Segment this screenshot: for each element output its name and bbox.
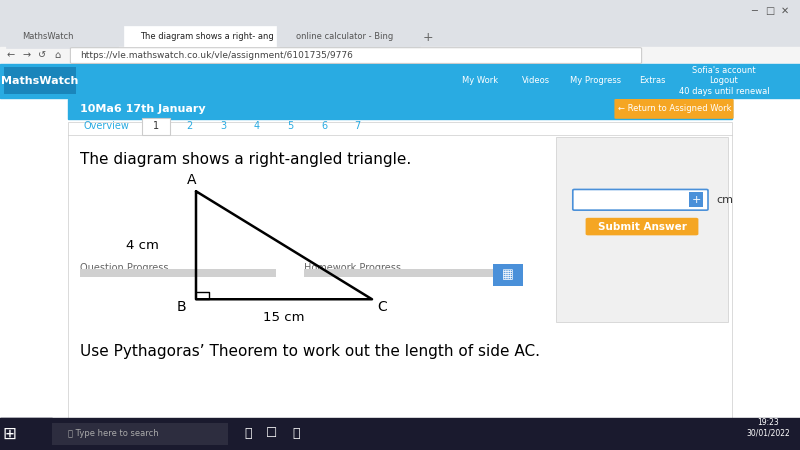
Text: Extras: Extras [638,76,666,86]
Text: 15 cm: 15 cm [263,311,305,324]
Bar [0,47,800,64]
Text: 7: 7 [354,122,361,131]
Text: ⌂: ⌂ [54,50,61,60]
FancyBboxPatch shape [586,218,698,235]
Text: B: B [177,300,186,315]
Text: The diagram shows a right-angled triangle.: The diagram shows a right-angled triangl… [80,152,411,167]
Text: cm: cm [717,195,734,205]
Text: Videos: Videos [522,76,550,86]
Text: Overview: Overview [84,122,130,131]
Bar [0,418,800,450]
Text: ─: ─ [751,6,758,16]
Text: ☐: ☐ [266,428,278,440]
Text: Homework Progress: Homework Progress [304,263,401,273]
Text: 🔍 Type here to search: 🔍 Type here to search [68,429,158,438]
Text: MathsWatch: MathsWatch [2,76,78,86]
Text: https://vle.mathswatch.co.uk/vle/assignment/6101735/9776: https://vle.mathswatch.co.uk/vle/assignm… [80,51,353,60]
Bar [0,64,800,98]
Bar [52,423,228,445]
Bar [80,269,276,277]
Text: 3: 3 [220,122,226,131]
Text: 10Ma6 17th January: 10Ma6 17th January [80,104,206,114]
Text: Sofia's account
Logout
40 days until renewal: Sofia's account Logout 40 days until ren… [678,66,770,96]
Text: ←: ← [6,50,14,60]
Bar [68,99,732,119]
Text: +: + [422,31,434,44]
Text: 4 cm: 4 cm [126,239,158,252]
Bar [124,26,276,48]
Text: 4: 4 [254,122,260,131]
Text: online calculator - Bing: online calculator - Bing [296,32,394,41]
Bar [6,26,118,48]
Text: □: □ [765,6,774,16]
Bar [556,137,728,322]
FancyBboxPatch shape [70,48,642,63]
Text: ← Return to Assigned Work: ← Return to Assigned Work [618,104,731,113]
Text: ▦: ▦ [502,269,514,281]
Bar [304,269,500,277]
Text: 19:23
30/01/2022: 19:23 30/01/2022 [746,418,790,437]
Bar [280,26,420,48]
Bar [0,0,800,20]
Text: 6: 6 [321,122,327,131]
Text: The diagram shows a right- ang: The diagram shows a right- ang [140,32,274,41]
Text: +: + [691,195,701,205]
Text: ↺: ↺ [38,50,46,60]
Text: 1: 1 [153,122,159,131]
Text: 2: 2 [186,122,193,131]
Text: 5: 5 [287,122,294,131]
Bar [0,0,800,48]
Text: C: C [378,300,387,315]
Bar [142,118,170,135]
Text: Use Pythagoras’ Theorem to work out the length of side AC.: Use Pythagoras’ Theorem to work out the … [80,344,540,360]
FancyBboxPatch shape [573,189,708,210]
Text: My Work: My Work [462,76,498,86]
Text: Submit Answer: Submit Answer [598,221,686,232]
Text: ⊞: ⊞ [2,425,17,443]
Text: →: → [22,50,30,60]
Bar [493,264,523,286]
Text: ⬛: ⬛ [244,428,252,440]
Bar [68,122,732,434]
FancyBboxPatch shape [614,99,734,119]
Text: 🌐: 🌐 [292,428,300,440]
Text: MathsWatch: MathsWatch [22,32,74,41]
Text: A: A [187,173,197,187]
Bar [4,68,76,94]
Text: ✕: ✕ [781,6,789,16]
Text: Question Progress: Question Progress [80,263,169,273]
Bar [689,192,703,207]
Bar [0,418,52,450]
Text: My Progress: My Progress [570,76,622,86]
